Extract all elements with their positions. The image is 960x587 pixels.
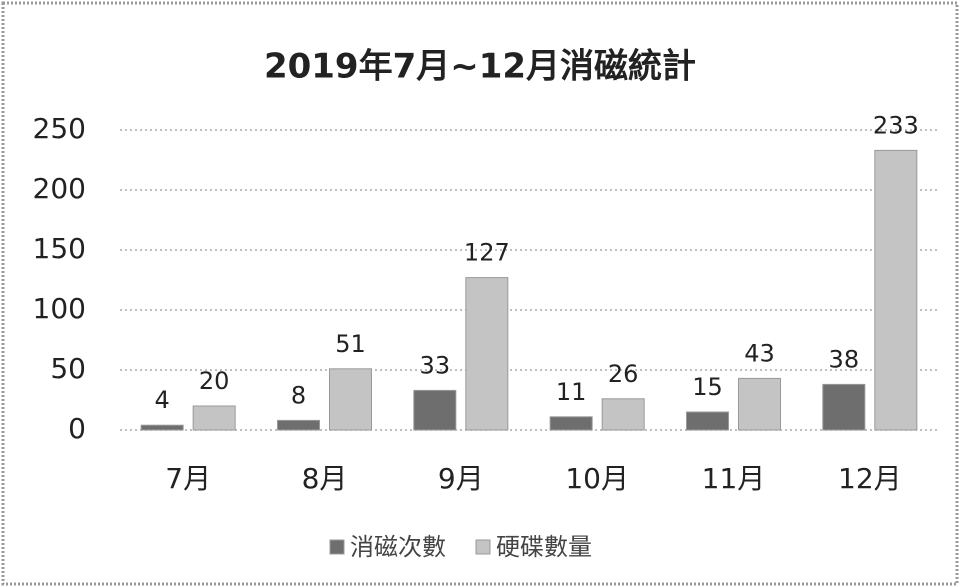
data-label: 51 [335,330,366,358]
y-tick-label: 150 [33,232,86,265]
bar [874,149,918,431]
data-label: 20 [199,367,230,395]
bar [738,377,781,431]
chart-title: 2019年7月~12月消磁統計 [264,47,696,87]
data-label: 11 [556,378,587,406]
data-label: 15 [692,373,723,401]
data-label: 8 [291,381,306,409]
y-tick-label: 50 [50,352,86,385]
y-tick-label: 200 [33,172,86,205]
bar [549,416,593,431]
bar [140,424,184,431]
bar [686,411,729,431]
y-tick-label: 100 [33,292,86,325]
x-tick-label: 9月 [438,462,484,495]
x-tick-label: 8月 [302,462,348,495]
legend-label: 硬碟數量 [496,533,592,561]
bar [192,405,236,431]
x-tick-label: 12月 [838,462,902,495]
bar [822,383,866,431]
data-label: 233 [873,111,919,139]
data-label: 38 [829,345,860,373]
x-tick-label: 11月 [702,462,766,495]
data-label: 33 [420,351,451,379]
bar [465,277,509,431]
x-tick-label: 7月 [165,462,211,495]
data-label: 127 [464,239,510,267]
legend-label: 消磁次數 [350,533,446,561]
bar [277,419,320,431]
data-label: 43 [744,339,775,367]
bar [329,368,372,431]
legend-swatch [329,539,345,555]
data-label: 26 [608,360,639,388]
y-tick-label: 250 [33,112,86,145]
bar [601,398,645,431]
bar [413,389,457,431]
y-tick-label: 0 [68,412,86,445]
legend-swatch [475,539,491,555]
data-label: 4 [155,386,170,414]
x-tick-label: 10月 [565,462,629,495]
